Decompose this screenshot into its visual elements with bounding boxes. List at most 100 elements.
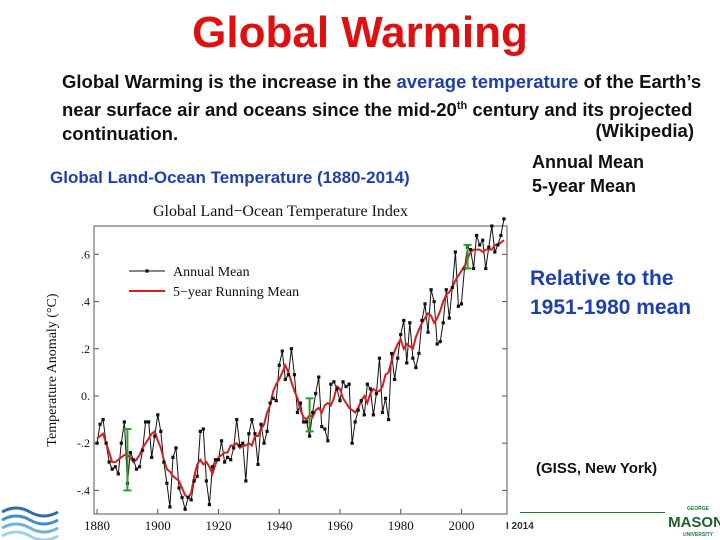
annual-mean-point xyxy=(386,417,391,422)
annual-mean-point xyxy=(380,410,385,415)
annual-mean-point xyxy=(365,382,369,386)
plot-frame xyxy=(93,225,508,515)
annual-mean-point xyxy=(259,422,263,426)
annual-mean-point xyxy=(362,413,366,417)
annual-mean-point xyxy=(168,505,172,509)
annual-mean-point xyxy=(481,238,485,242)
x-tick-label: 1920 xyxy=(206,518,232,533)
annual-mean-point xyxy=(150,455,154,459)
annual-mean-point xyxy=(219,439,224,443)
annual-mean-point xyxy=(326,439,330,443)
annual-mean-point xyxy=(140,448,145,452)
y-tick-label: -.2 xyxy=(77,436,90,450)
annual-mean-point xyxy=(390,351,394,356)
baseline-note: Relative to the 1951-1980 mean xyxy=(530,264,691,322)
x-tick-label: 1940 xyxy=(266,518,292,533)
annual-mean-point xyxy=(119,441,123,445)
intro-superscript: th xyxy=(456,100,468,112)
annual-mean-point xyxy=(144,420,148,424)
annual-mean-point xyxy=(320,425,324,429)
annual-mean-point xyxy=(371,413,375,417)
chart-subtitle: Global Land-Ocean Temperature (1880-2014… xyxy=(50,168,410,187)
annual-mean-point xyxy=(323,427,327,431)
annual-mean-point xyxy=(229,458,233,462)
annual-mean-point xyxy=(137,465,142,469)
annual-mean-point xyxy=(171,455,175,459)
annual-mean-point xyxy=(250,417,254,422)
annual-mean-point xyxy=(478,243,482,247)
intro-highlight: average temperature xyxy=(396,71,579,92)
annual-mean-point xyxy=(241,441,245,445)
annual-mean-point xyxy=(289,347,293,351)
annual-mean-point xyxy=(335,387,339,391)
legend-note: Annual Mean 5-year Mean xyxy=(532,150,644,198)
annual-mean-point xyxy=(265,429,269,433)
annual-mean-point xyxy=(347,382,351,386)
annual-mean-point xyxy=(292,373,297,377)
intro-text-end: century and its projected continuation. xyxy=(62,99,693,145)
annual-mean-point xyxy=(244,479,248,483)
annual-mean-point xyxy=(447,316,451,320)
annual-mean-point xyxy=(232,446,236,450)
annual-mean-point xyxy=(429,288,433,292)
annual-mean-point xyxy=(198,429,202,433)
annual-mean-point xyxy=(359,399,363,403)
legend-box xyxy=(121,257,331,303)
annual-mean-point xyxy=(280,349,284,353)
annual-mean-point xyxy=(456,304,461,308)
annual-mean-point xyxy=(420,318,424,323)
annual-mean-point xyxy=(174,446,178,450)
annual-mean-point xyxy=(213,458,218,462)
baseline-note-line-1: Relative to the xyxy=(530,267,674,290)
annual-mean-point xyxy=(131,458,136,462)
logo-bottom-text: UNIVERSITY xyxy=(683,532,714,538)
annual-mean-point xyxy=(95,441,99,445)
annual-mean-point xyxy=(475,233,479,238)
annual-mean-point xyxy=(314,392,318,396)
y-axis-label: Temperature Anomaly (°C) xyxy=(45,293,60,446)
annual-mean-point xyxy=(107,460,111,464)
logo-main-text: MASON xyxy=(668,514,720,531)
annual-mean-point xyxy=(301,420,306,424)
annual-mean-point xyxy=(162,460,166,464)
annual-mean-point xyxy=(204,479,208,483)
annual-mean-point xyxy=(98,422,102,426)
annual-mean-point xyxy=(238,443,242,448)
annual-mean-point xyxy=(256,462,260,467)
annual-mean-point xyxy=(210,465,215,469)
annual-mean-point xyxy=(450,285,454,289)
x-tick-label: 1960 xyxy=(327,518,353,533)
annual-mean-point xyxy=(396,356,400,360)
annual-mean-point xyxy=(201,427,205,431)
annual-mean-point xyxy=(159,429,163,433)
annual-mean-point xyxy=(262,441,266,445)
annual-mean-point xyxy=(393,377,397,382)
legend-note-five-year: 5-year Mean xyxy=(532,176,637,196)
annual-mean-point xyxy=(438,340,442,344)
annual-mean-point xyxy=(207,502,211,507)
annual-mean-point xyxy=(441,321,445,325)
annual-mean-point xyxy=(304,420,309,424)
annual-mean-point xyxy=(487,245,491,249)
intro-text-start: Global Warming is the increase in the xyxy=(62,71,397,92)
intro-text-middle: of the Earth’s near surface air and ocea… xyxy=(62,71,702,121)
y-tick-label: -.4 xyxy=(77,483,90,497)
footer-year: I 2014 xyxy=(506,521,534,532)
annual-mean-point xyxy=(189,498,193,502)
footer-divider xyxy=(520,512,665,513)
annual-mean-point xyxy=(295,410,300,415)
annual-mean-point xyxy=(341,380,345,384)
annual-mean-point xyxy=(471,266,476,271)
baseline-note-line-2: 1951-1980 mean xyxy=(530,296,692,319)
annual-mean-point xyxy=(104,441,108,445)
logo-top-text: GEORGE xyxy=(687,506,710,512)
annual-mean-point xyxy=(353,420,357,424)
annual-mean-point xyxy=(490,224,494,228)
wikipedia-citation: (Wikipedia) xyxy=(595,120,694,141)
annual-mean-point xyxy=(368,387,372,391)
annual-mean-point xyxy=(165,481,169,485)
legend-annual-marker xyxy=(145,269,149,273)
george-mason-logo: GEORGE MASON UNIVERSITY xyxy=(668,506,720,538)
annual-mean-point xyxy=(247,432,251,436)
annual-mean-point xyxy=(274,399,278,403)
